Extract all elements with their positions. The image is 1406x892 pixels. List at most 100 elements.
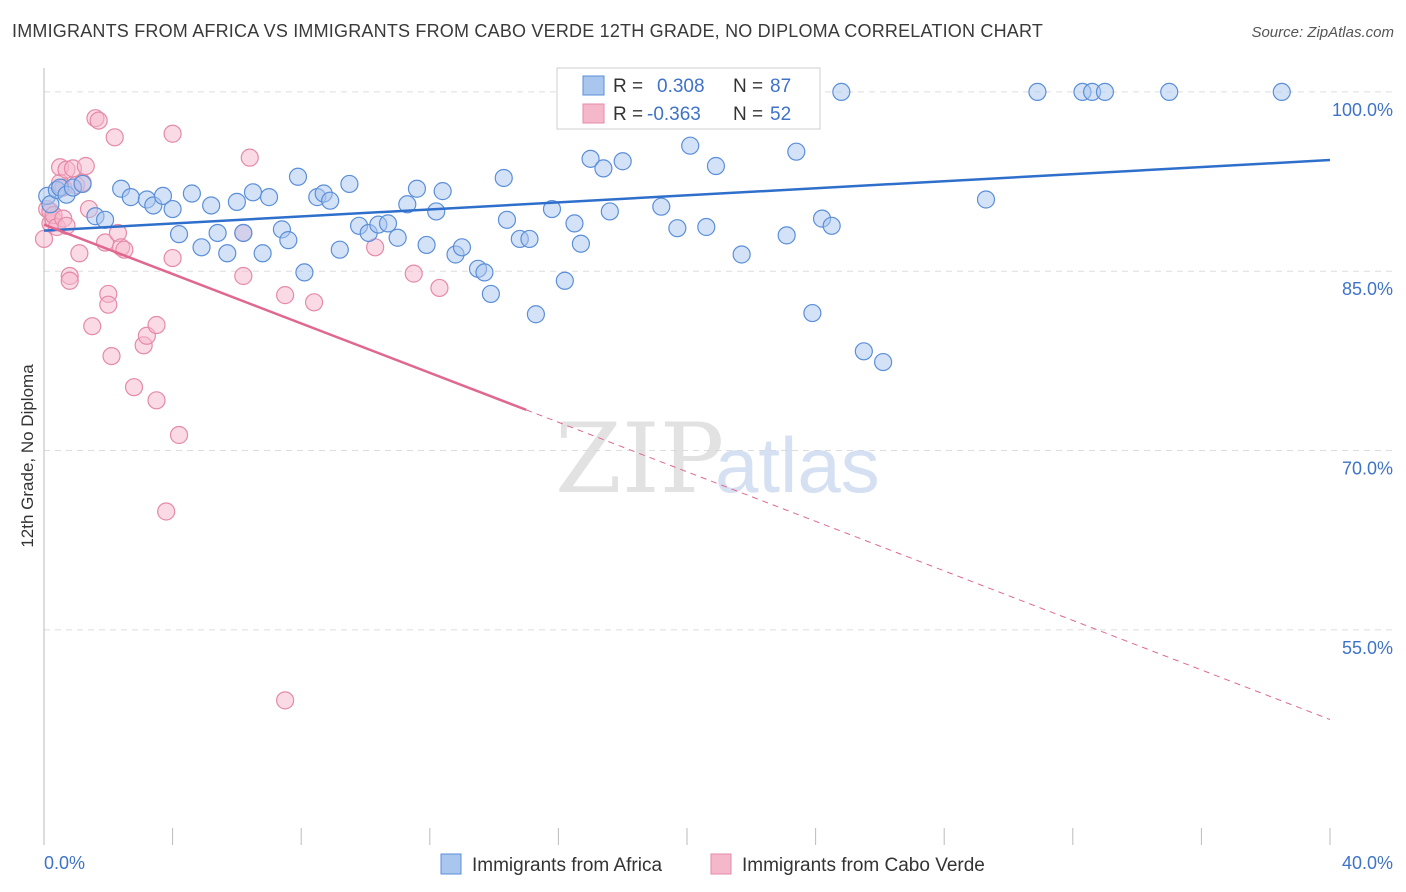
africa-point bbox=[398, 195, 417, 214]
africa-point bbox=[803, 303, 822, 323]
africa-point bbox=[218, 244, 237, 263]
africa-point bbox=[481, 284, 500, 304]
africa-point bbox=[565, 214, 584, 233]
legend-swatch-caboverde bbox=[582, 103, 605, 124]
africa-point bbox=[581, 149, 600, 168]
watermark: ZIP atlas bbox=[555, 403, 880, 515]
caboverde-point bbox=[70, 244, 89, 263]
africa-point bbox=[976, 190, 996, 209]
africa-point bbox=[1272, 82, 1291, 102]
africa-point bbox=[73, 174, 92, 194]
watermark-zip: ZIP bbox=[555, 403, 724, 515]
legend-caboverde-r-label: R = bbox=[613, 104, 643, 125]
africa-point bbox=[520, 229, 539, 249]
source-label: Source: ZipAtlas.com bbox=[1251, 24, 1394, 41]
africa-point bbox=[832, 82, 851, 102]
caboverde-point bbox=[124, 378, 144, 397]
africa-point bbox=[427, 202, 446, 221]
caboverde-point bbox=[34, 229, 54, 249]
africa-point bbox=[279, 231, 298, 250]
africa-point bbox=[163, 199, 182, 219]
africa-point bbox=[777, 226, 796, 245]
watermark-atlas: atlas bbox=[715, 421, 880, 509]
africa-point bbox=[571, 234, 591, 253]
series-africa bbox=[38, 82, 1291, 372]
caboverde-trend-extension bbox=[526, 409, 1331, 720]
africa-point bbox=[542, 199, 562, 219]
africa-point bbox=[243, 183, 263, 202]
africa-point bbox=[668, 219, 687, 238]
caboverde-point bbox=[83, 317, 102, 336]
bottom-legend-swatch-caboverde bbox=[710, 853, 732, 875]
africa-point bbox=[407, 179, 427, 198]
bottom-legend-africa: Immigrants from Africa bbox=[472, 855, 662, 876]
caboverde-point bbox=[163, 248, 182, 268]
africa-point bbox=[378, 214, 398, 233]
africa-point bbox=[433, 182, 452, 201]
africa-point bbox=[417, 235, 436, 255]
caboverde-point bbox=[76, 156, 95, 176]
africa-point bbox=[497, 210, 517, 229]
africa-point bbox=[854, 342, 873, 361]
africa-point bbox=[475, 263, 494, 282]
caboverde-point bbox=[157, 502, 176, 521]
bottom-legend: Immigrants from Africa Immigrants from C… bbox=[440, 853, 985, 876]
chart-title: IMMIGRANTS FROM AFRICA VS IMMIGRANTS FRO… bbox=[12, 21, 1044, 41]
africa-point bbox=[600, 202, 619, 221]
caboverde-point bbox=[105, 128, 124, 147]
legend-caboverde-r-value: -0.363 bbox=[647, 104, 701, 125]
caboverde-point bbox=[276, 286, 295, 305]
africa-point bbox=[697, 217, 716, 237]
legend-swatch-africa bbox=[582, 75, 605, 96]
africa-point bbox=[295, 263, 314, 282]
caboverde-trend-line bbox=[43, 223, 527, 412]
africa-point bbox=[202, 196, 221, 215]
legend-africa-r-label: R = bbox=[613, 76, 643, 97]
africa-point bbox=[652, 197, 671, 216]
africa-point bbox=[321, 191, 340, 210]
legend-box: R = 0.308 N = 87 R = -0.363 N = 52 bbox=[556, 67, 821, 130]
africa-point bbox=[234, 223, 253, 243]
caboverde-point bbox=[99, 295, 118, 314]
africa-point bbox=[787, 142, 806, 161]
africa-point bbox=[227, 192, 246, 211]
africa-point bbox=[1028, 82, 1047, 102]
africa-point bbox=[253, 244, 272, 263]
caboverde-point bbox=[89, 111, 108, 130]
y-tick-label: 70.0% bbox=[1342, 459, 1393, 479]
africa-point bbox=[613, 152, 632, 171]
y-tick-label: 85.0% bbox=[1342, 279, 1393, 299]
caboverde-point bbox=[60, 271, 79, 290]
legend-africa-n-label: N = bbox=[733, 76, 763, 97]
caboverde-point bbox=[404, 264, 423, 283]
africa-point bbox=[822, 216, 841, 235]
africa-point bbox=[494, 168, 513, 188]
legend-africa-n-value: 87 bbox=[770, 76, 791, 97]
caboverde-point bbox=[102, 346, 121, 366]
africa-point bbox=[192, 238, 211, 257]
legend-africa-r-value: 0.308 bbox=[657, 76, 705, 97]
africa-point bbox=[526, 305, 545, 324]
africa-point bbox=[288, 167, 308, 186]
caboverde-point bbox=[147, 391, 166, 410]
x-ticks bbox=[43, 828, 1331, 845]
africa-point bbox=[1160, 82, 1179, 102]
caboverde-point bbox=[304, 293, 324, 312]
x-tick-label-max: 40.0% bbox=[1342, 853, 1393, 873]
africa-point bbox=[874, 352, 893, 372]
africa-trend-line bbox=[43, 158, 1331, 232]
africa-point bbox=[388, 228, 407, 247]
africa-point bbox=[208, 223, 227, 243]
africa-point bbox=[555, 271, 574, 290]
africa-point bbox=[121, 188, 140, 207]
legend-caboverde-n-value: 52 bbox=[770, 104, 791, 125]
caboverde-point bbox=[147, 315, 166, 335]
bottom-legend-caboverde: Immigrants from Cabo Verde bbox=[742, 855, 985, 876]
y-tick-label: 100.0% bbox=[1332, 100, 1393, 120]
africa-point bbox=[706, 156, 726, 176]
africa-point bbox=[153, 186, 173, 206]
africa-point bbox=[594, 159, 613, 178]
y-tick-labels: 100.0% 85.0% 70.0% 55.0% bbox=[1332, 100, 1393, 658]
africa-point bbox=[1095, 82, 1115, 102]
